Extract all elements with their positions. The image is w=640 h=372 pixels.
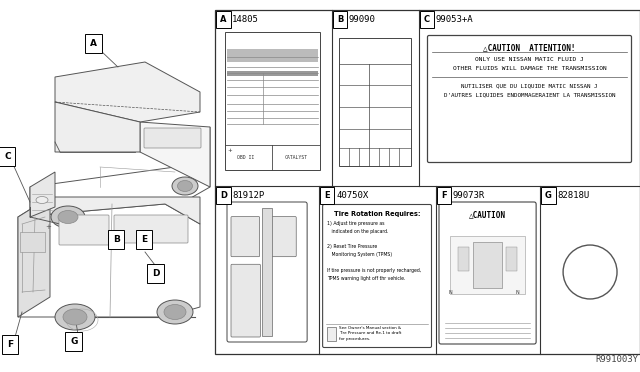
- FancyBboxPatch shape: [268, 217, 296, 257]
- Ellipse shape: [55, 304, 95, 330]
- Text: OTHER FLUIDS WILL DAMAGE THE TRANSMISSION: OTHER FLUIDS WILL DAMAGE THE TRANSMISSIO…: [452, 66, 606, 71]
- Text: D: D: [220, 191, 227, 200]
- Bar: [227, 71, 318, 76]
- Text: A: A: [220, 15, 227, 24]
- FancyBboxPatch shape: [428, 35, 632, 163]
- Text: 2) Reset Tire Pressure: 2) Reset Tire Pressure: [327, 244, 378, 249]
- Text: ONLY USE NISSAN MATIC FLUID J: ONLY USE NISSAN MATIC FLUID J: [475, 57, 584, 62]
- Polygon shape: [55, 62, 200, 122]
- Text: E: E: [324, 191, 330, 200]
- Text: Tire Rotation Requires:: Tire Rotation Requires:: [333, 211, 420, 217]
- Bar: [225, 32, 320, 170]
- Ellipse shape: [164, 305, 186, 320]
- FancyBboxPatch shape: [323, 205, 431, 347]
- Ellipse shape: [63, 309, 87, 325]
- Text: indicated on the placard.: indicated on the placard.: [327, 229, 388, 234]
- Text: N: N: [449, 290, 452, 295]
- Ellipse shape: [172, 177, 198, 195]
- Text: N: N: [515, 290, 519, 295]
- Text: 14805: 14805: [232, 15, 259, 24]
- Bar: [458, 247, 469, 270]
- Text: Monitoring System (TPMS): Monitoring System (TPMS): [327, 252, 392, 257]
- Text: B: B: [113, 235, 120, 244]
- Ellipse shape: [157, 300, 193, 324]
- Text: G: G: [545, 191, 552, 200]
- Text: F: F: [7, 340, 13, 349]
- Polygon shape: [18, 197, 50, 317]
- Text: +: +: [45, 224, 51, 230]
- Ellipse shape: [58, 211, 78, 224]
- Ellipse shape: [177, 180, 193, 192]
- Ellipse shape: [36, 196, 48, 203]
- Polygon shape: [55, 102, 140, 152]
- Text: B: B: [337, 15, 343, 24]
- Polygon shape: [18, 197, 200, 224]
- Text: E: E: [141, 235, 147, 244]
- Bar: [215, 10, 640, 354]
- Ellipse shape: [563, 245, 617, 299]
- Text: △CAUTION  ATTENTION!: △CAUTION ATTENTION!: [483, 43, 576, 52]
- Text: If tire pressure is not properly recharged,: If tire pressure is not properly recharg…: [327, 268, 421, 273]
- Polygon shape: [140, 122, 210, 187]
- Text: TPMS warning light off thr vehicle.: TPMS warning light off thr vehicle.: [327, 276, 406, 280]
- Text: 99053+A: 99053+A: [436, 15, 474, 24]
- Text: OBD II: OBD II: [237, 155, 255, 160]
- Text: R991003Y: R991003Y: [595, 355, 638, 364]
- Bar: [506, 247, 517, 270]
- Text: Tire Pressure and Re-1 to draft: Tire Pressure and Re-1 to draft: [339, 331, 401, 336]
- FancyBboxPatch shape: [231, 264, 260, 337]
- FancyBboxPatch shape: [231, 217, 260, 257]
- FancyBboxPatch shape: [144, 128, 201, 148]
- Text: 81912P: 81912P: [232, 191, 264, 200]
- Text: 82818U: 82818U: [557, 191, 589, 200]
- FancyBboxPatch shape: [114, 215, 188, 243]
- Text: See Owner's Manual section &: See Owner's Manual section &: [339, 326, 401, 330]
- Bar: [227, 49, 318, 62]
- Text: △CAUTION: △CAUTION: [469, 210, 506, 219]
- Text: for procedures.: for procedures.: [339, 337, 371, 341]
- Polygon shape: [18, 204, 200, 317]
- Text: 99090: 99090: [349, 15, 376, 24]
- Bar: [473, 241, 502, 288]
- FancyBboxPatch shape: [439, 202, 536, 344]
- Bar: [327, 327, 336, 341]
- FancyBboxPatch shape: [59, 215, 109, 245]
- Text: G: G: [70, 337, 77, 346]
- Bar: [339, 38, 411, 166]
- Bar: [262, 208, 271, 336]
- Text: 1) Adjust tire pressure as: 1) Adjust tire pressure as: [327, 221, 385, 226]
- Polygon shape: [30, 172, 55, 217]
- Text: 40750X: 40750X: [336, 191, 369, 200]
- Text: NUTILISER QUE DU LIQUIDE MATIC NISSAN J: NUTILISER QUE DU LIQUIDE MATIC NISSAN J: [461, 83, 598, 88]
- Ellipse shape: [51, 206, 85, 228]
- Polygon shape: [30, 127, 210, 217]
- Text: C: C: [4, 152, 11, 161]
- Text: A: A: [90, 39, 97, 48]
- Text: 99073R: 99073R: [453, 191, 485, 200]
- Text: D'AUTRES LIQUIDES ENDOMMAGERAIENT LA TRANSMISSION: D'AUTRES LIQUIDES ENDOMMAGERAIENT LA TRA…: [444, 92, 615, 97]
- Text: C: C: [424, 15, 430, 24]
- Text: F: F: [441, 191, 447, 200]
- Bar: [20, 232, 45, 252]
- Text: +: +: [227, 148, 232, 153]
- Text: D: D: [152, 269, 159, 278]
- Text: CATALYST: CATALYST: [285, 155, 308, 160]
- Bar: [451, 236, 525, 294]
- FancyBboxPatch shape: [227, 202, 307, 342]
